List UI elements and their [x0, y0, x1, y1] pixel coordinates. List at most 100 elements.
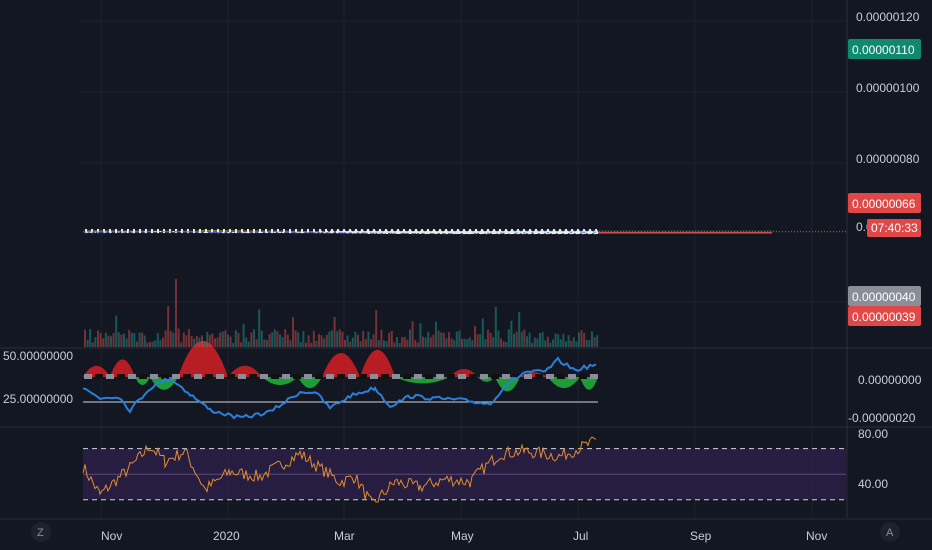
- candle-body: [570, 231, 573, 233]
- volume-bar: [354, 331, 357, 347]
- oscillator-dot: [238, 374, 246, 379]
- candle-body: [559, 231, 562, 233]
- candle-body: [575, 231, 578, 233]
- volume-bar: [195, 336, 198, 347]
- oscillator-area-16: [580, 377, 598, 390]
- oscillator-dot: [348, 374, 356, 379]
- volume-bar: [526, 336, 528, 347]
- volume-bar: [185, 335, 188, 347]
- volume-bar: [299, 342, 302, 347]
- volume-bar: [344, 340, 346, 347]
- volume-bar: [133, 333, 136, 347]
- volume-bar: [143, 335, 146, 347]
- candle-body: [141, 231, 144, 233]
- candles-layer[interactable]: [84, 231, 599, 235]
- candle-body: [424, 233, 427, 235]
- oscillator-area-8: [322, 353, 360, 377]
- candle-body: [510, 232, 513, 234]
- candle-body: [289, 232, 292, 234]
- volume-bar: [242, 323, 245, 347]
- candle-body: [294, 232, 297, 234]
- candle-body: [531, 232, 534, 234]
- volume-bar: [104, 332, 107, 347]
- candle-body: [133, 231, 136, 233]
- candle-body: [146, 231, 149, 233]
- volume-bar: [370, 339, 372, 347]
- candle-body: [476, 232, 479, 234]
- volume-bar: [541, 332, 544, 347]
- candle-body: [169, 231, 172, 233]
- oscillator-dot: [579, 374, 587, 379]
- volume-bar: [162, 337, 164, 347]
- volume-bar: [159, 340, 162, 347]
- zoom-reset-icon[interactable]: Z: [31, 522, 51, 542]
- volume-bar: [188, 329, 190, 347]
- volume-bar: [138, 332, 141, 347]
- oscillator-dot: [249, 374, 257, 379]
- volume-bar: [247, 341, 250, 347]
- candle-body: [323, 232, 326, 234]
- candle-body: [281, 232, 284, 234]
- volume-bar: [502, 341, 505, 347]
- volume-bar: [393, 342, 396, 347]
- entry-price-badge[interactable]: 0.00000040: [848, 286, 921, 306]
- candle-body: [198, 231, 201, 233]
- candle-body: [427, 232, 430, 234]
- candle-body: [416, 233, 419, 235]
- candle-body: [357, 232, 359, 234]
- volume-bar: [284, 329, 287, 347]
- volume-bar: [440, 332, 443, 347]
- volume-bar: [494, 306, 497, 347]
- oscillator-dot: [194, 374, 202, 379]
- grid-layer: [80, 0, 847, 519]
- oscillator-dot: [106, 374, 114, 379]
- candle-body: [219, 232, 222, 234]
- stop-price-badge[interactable]: 0.00000039: [848, 306, 921, 326]
- candle-body: [247, 232, 250, 234]
- candle-body: [117, 231, 120, 233]
- candle-body: [474, 232, 476, 234]
- volume-bar: [489, 332, 492, 347]
- time-label-sep: Sep: [690, 529, 712, 543]
- candle-body: [216, 232, 219, 234]
- candle-body: [422, 232, 424, 234]
- oscillator-panel[interactable]: [82, 341, 598, 420]
- auto-scale-icon[interactable]: A: [880, 522, 900, 542]
- candle-body: [450, 233, 453, 235]
- candle-body: [580, 231, 583, 233]
- candle-body: [193, 231, 196, 233]
- time-label-jul: Jul: [573, 529, 588, 543]
- candle-body: [237, 232, 240, 234]
- volume-bar: [403, 336, 406, 347]
- candle-body: [502, 232, 505, 234]
- last-price-badge[interactable]: 0.00000066: [848, 193, 921, 213]
- rsi-panel[interactable]: [82, 436, 846, 503]
- oscillator-dot: [161, 374, 169, 379]
- candle-body: [344, 232, 346, 234]
- candle-body: [442, 233, 445, 235]
- target-price-badge[interactable]: 0.00000110: [848, 39, 921, 59]
- candle-body: [468, 232, 471, 234]
- volume-bar: [549, 342, 552, 347]
- candle-body: [398, 232, 401, 234]
- volume-bar: [520, 331, 523, 347]
- volume-bar: [424, 337, 427, 347]
- volume-bar: [281, 337, 284, 347]
- candle-body: [315, 232, 318, 234]
- volume-bar: [536, 338, 539, 347]
- candle-body: [533, 232, 536, 234]
- volume-bar: [201, 335, 203, 347]
- candle-body: [567, 231, 570, 233]
- candle-body: [437, 233, 440, 235]
- volume-bar: [99, 333, 102, 347]
- candle-body: [406, 232, 409, 234]
- volume-bar: [214, 338, 216, 347]
- volume-bar: [471, 340, 474, 347]
- candle-body: [128, 231, 131, 233]
- volume-bar: [86, 339, 89, 347]
- candle-body: [362, 232, 365, 234]
- candle-body: [562, 231, 565, 233]
- oscillator-area-9: [360, 349, 395, 377]
